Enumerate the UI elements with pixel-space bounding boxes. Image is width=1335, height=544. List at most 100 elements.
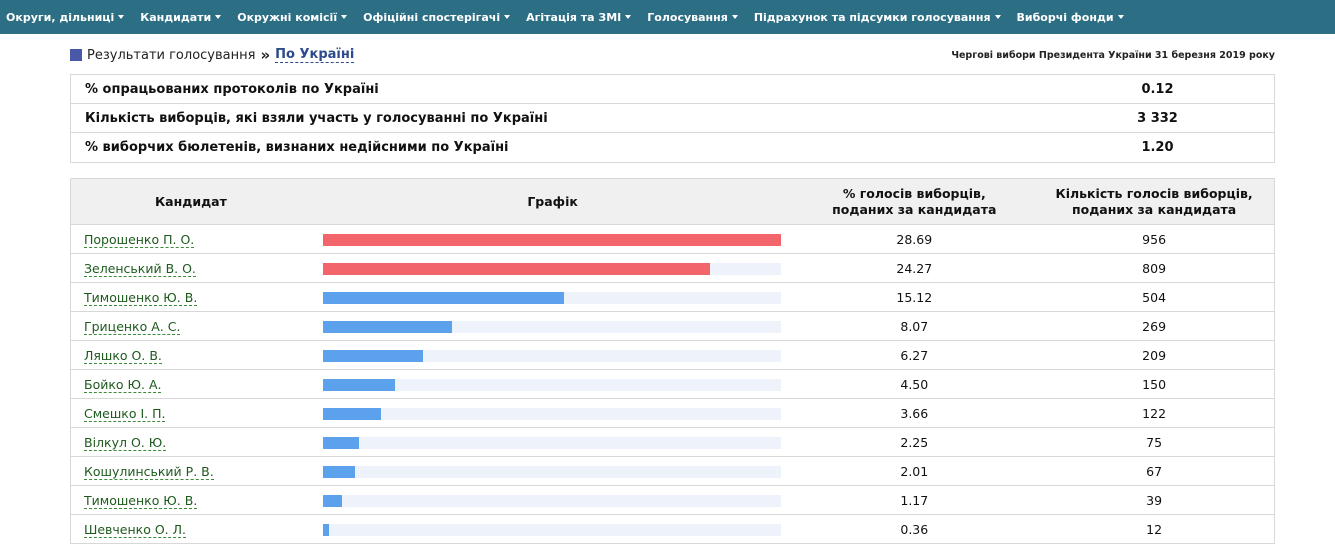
nav-label: Підрахунок та підсумки голосування <box>753 10 991 24</box>
bar-fill <box>322 378 395 391</box>
nav-election-funds[interactable]: Виборчі фонди <box>1017 11 1124 24</box>
bar-track <box>322 378 781 391</box>
candidate-link[interactable]: Ляшко О. В. <box>84 347 162 364</box>
graph-cell <box>311 349 795 362</box>
percent-cell: 24.27 <box>896 260 933 276</box>
percent-cell: 15.12 <box>896 289 933 305</box>
candidate-link[interactable]: Вілкул О. Ю. <box>84 434 167 451</box>
votes-cell: 209 <box>1142 347 1167 363</box>
candidate-link[interactable]: Порошенко П. О. <box>84 231 195 248</box>
square-bullet-icon <box>70 49 82 61</box>
table-row: Шевченко О. Л. 0.36 12 <box>71 515 1274 544</box>
graph-cell <box>311 320 795 333</box>
caret-down-icon <box>118 15 125 19</box>
table-row: Бойко Ю. А. 4.50 150 <box>71 370 1274 399</box>
percent-cell: 3.66 <box>900 405 929 421</box>
header-percent-line2: поданих за кандидата <box>832 201 997 217</box>
table-row: Тимошенко Ю. В. 15.12 504 <box>71 283 1274 312</box>
results-rows: Порошенко П. О. 28.69 956 Зеленський В. О. 2… <box>71 225 1274 544</box>
caret-down-icon <box>504 15 511 19</box>
nav-label: Агітація та ЗМІ <box>526 10 622 24</box>
candidate-cell: Вілкул О. Ю. <box>71 434 311 451</box>
header-votes-line2: поданих за кандидата <box>1071 201 1237 217</box>
summary-value: 0.12 <box>1141 81 1174 97</box>
candidate-link[interactable]: Зеленський В. О. <box>84 260 196 277</box>
nav-observers[interactable]: Офіційні спостерігачі <box>363 10 511 24</box>
results-header: Кандидат Графік % голосів виборців, пода… <box>71 179 1274 225</box>
header-candidate[interactable]: Кандидат <box>154 194 227 209</box>
table-row: Кошулинський Р. В. 2.01 67 <box>71 457 1274 486</box>
summary-value: 3 332 <box>1137 110 1178 126</box>
nav-label: Кандидати <box>140 10 212 24</box>
table-row: Гриценко А. С. 8.07 269 <box>71 312 1274 341</box>
candidate-link[interactable]: Смешко І. П. <box>84 405 166 422</box>
bar-track <box>322 523 781 536</box>
header-percent[interactable]: % голосів виборців, поданих за кандидата <box>794 186 1034 218</box>
bar-fill <box>322 494 342 507</box>
candidate-link[interactable]: Шевченко О. Л. <box>84 521 187 538</box>
votes-cell: 75 <box>1146 434 1163 450</box>
bar-fill <box>322 523 329 536</box>
nav-candidates[interactable]: Кандидати <box>140 10 222 24</box>
caret-down-icon <box>1117 15 1124 19</box>
summary-row: % виборчих бюлетенів, визнаних недійсним… <box>71 133 1274 162</box>
candidate-cell: Гриценко А. С. <box>71 318 311 335</box>
votes-cell: 39 <box>1146 492 1163 508</box>
table-row: Тимошенко Ю. В. 1.17 39 <box>71 486 1274 515</box>
bar-track <box>322 465 781 478</box>
header-votes[interactable]: Кількість голосів виборців, поданих за к… <box>1034 186 1274 218</box>
top-navbar: Округи, дільниці Кандидати Окружні коміс… <box>0 0 1335 34</box>
header-graph: Графік <box>527 194 578 209</box>
percent-cell: 6.27 <box>900 347 929 363</box>
candidate-link[interactable]: Кошулинський Р. В. <box>84 463 214 480</box>
percent-cell: 28.69 <box>896 231 933 247</box>
table-row: Вілкул О. Ю. 2.25 75 <box>71 428 1274 457</box>
nav-district-commissions[interactable]: Окружні комісії <box>237 10 348 24</box>
summary-row: Кількість виборців, які взяли участь у г… <box>71 104 1274 133</box>
percent-cell: 4.50 <box>900 376 929 392</box>
nav-label: Окружні комісії <box>237 10 338 24</box>
bar-fill <box>322 291 564 304</box>
bar-track <box>322 494 781 507</box>
nav-districts[interactable]: Округи, дільниці <box>6 11 125 24</box>
caret-down-icon <box>215 15 222 19</box>
bar-track <box>322 262 781 275</box>
nav-label: Голосування <box>647 10 728 24</box>
table-row: Порошенко П. О. 28.69 956 <box>71 225 1274 254</box>
summary-table: % опрацьованих протоколів по Україні 0.1… <box>70 74 1275 163</box>
table-row: Смешко І. П. 3.66 122 <box>71 399 1274 428</box>
candidate-cell: Порошенко П. О. <box>71 231 311 248</box>
votes-cell: 122 <box>1142 405 1167 421</box>
candidate-cell: Шевченко О. Л. <box>71 521 311 538</box>
votes-cell: 504 <box>1142 289 1167 305</box>
percent-cell: 0.36 <box>900 521 929 537</box>
graph-cell <box>311 436 795 449</box>
graph-cell <box>311 465 795 478</box>
candidate-cell: Смешко І. П. <box>71 405 311 422</box>
bar-fill <box>322 262 710 275</box>
nav-counting-results[interactable]: Підрахунок та підсумки голосування <box>754 11 1001 24</box>
summary-row: % опрацьованих протоколів по Україні 0.1… <box>71 75 1274 104</box>
graph-cell <box>311 378 795 391</box>
candidate-cell: Бойко Ю. А. <box>71 376 311 393</box>
nav-voting[interactable]: Голосування <box>647 11 738 24</box>
candidate-link[interactable]: Тимошенко Ю. В. <box>84 289 198 306</box>
candidate-link[interactable]: Бойко Ю. А. <box>84 376 162 393</box>
percent-cell: 2.01 <box>900 463 929 479</box>
percent-cell: 8.07 <box>900 318 929 334</box>
bar-track <box>322 233 781 246</box>
candidate-link[interactable]: Гриценко А. С. <box>84 318 181 335</box>
bar-fill <box>322 465 355 478</box>
summary-label: Кількість виборців, які взяли участь у г… <box>85 110 548 126</box>
bar-track <box>322 349 781 362</box>
nav-label: Офіційні спостерігачі <box>363 10 501 24</box>
candidate-link[interactable]: Тимошенко Ю. В. <box>84 492 198 509</box>
bar-fill <box>322 436 359 449</box>
breadcrumb-current-link[interactable]: По Україні <box>275 47 355 63</box>
caret-down-icon <box>341 15 348 19</box>
votes-cell: 67 <box>1146 463 1163 479</box>
summary-value: 1.20 <box>1141 140 1174 155</box>
breadcrumb: Результати голосування » По Україні <box>70 45 355 65</box>
graph-cell <box>311 407 795 420</box>
nav-campaign-media[interactable]: Агітація та ЗМІ <box>526 10 632 24</box>
